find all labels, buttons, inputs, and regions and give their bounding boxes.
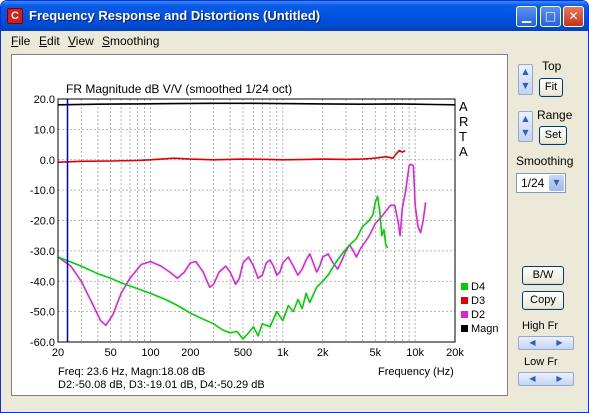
series — [57, 102, 456, 340]
menu-edit[interactable]: Edit — [39, 34, 60, 48]
x-tick-label: 5k — [370, 347, 382, 359]
legend: D4 D3 D2 Magn — [461, 281, 499, 335]
menu-smoothing[interactable]: Smoothing — [102, 34, 160, 48]
spin-up-icon[interactable]: ▲ — [522, 114, 529, 123]
y-tick-label: -10.0 — [30, 185, 55, 197]
y-tick-label: 10.0 — [34, 124, 55, 136]
series-line-d4 — [57, 195, 389, 340]
low-fr-label: Low Fr — [524, 356, 558, 368]
y-tick-label: 20.0 — [34, 94, 55, 106]
plot-panel[interactable]: FR Magnitude dB V/V (smoothed 1/24 oct) … — [11, 54, 508, 396]
spin-left-icon[interactable]: ◀ — [529, 338, 536, 347]
range-label: Range — [537, 108, 573, 122]
series-line-magn — [57, 102, 456, 106]
y-tick-label: -30.0 — [30, 246, 55, 258]
chart-title: FR Magnitude dB V/V (smoothed 1/24 oct) — [66, 82, 292, 96]
high-fr-label: High Fr — [522, 320, 559, 332]
menu-bar: File Edit View Smoothing — [4, 31, 585, 50]
menu-file[interactable]: File — [11, 34, 31, 48]
range-spinner[interactable]: ▲ ▼ — [518, 111, 533, 142]
x-axis: 20 50 100 200 500 1k 2k 5k 10k 20k — [52, 347, 464, 359]
smoothing-value: 1/24 — [521, 176, 545, 190]
spin-left-icon[interactable]: ◀ — [529, 374, 536, 383]
x-tick-label: 20k — [446, 347, 464, 359]
series-line-d2 — [57, 163, 427, 327]
legend-label-d4: D4 — [471, 281, 485, 293]
x-tick-label: 20 — [52, 347, 64, 359]
high-fr-spinner[interactable]: ◀ ▶ — [518, 336, 574, 350]
legend-swatch-d2 — [461, 311, 468, 318]
spin-right-icon[interactable]: ▶ — [556, 338, 563, 347]
y-tick-label: -20.0 — [30, 216, 55, 228]
x-axis-label: Frequency (Hz) — [378, 366, 454, 378]
menu-view[interactable]: View — [68, 34, 94, 48]
smoothing-select[interactable]: 1/24 ▼ — [516, 173, 566, 193]
spin-up-icon[interactable]: ▲ — [522, 67, 529, 76]
x-tick-label: 1k — [277, 347, 289, 359]
legend-swatch-d4 — [461, 283, 468, 290]
smoothing-label: Smoothing — [516, 154, 574, 168]
maximize-button[interactable]: □ — [540, 6, 561, 27]
low-fr-spinner[interactable]: ◀ ▶ — [518, 372, 574, 386]
app-icon[interactable]: C — [7, 8, 23, 24]
x-tick-label: 50 — [105, 347, 117, 359]
spin-down-icon[interactable]: ▼ — [522, 81, 529, 90]
legend-label-magn: Magn — [471, 323, 499, 335]
title-bar[interactable]: C Frequency Response and Distortions (Un… — [1, 1, 588, 31]
x-tick-label: 500 — [234, 347, 252, 359]
watermark-letter: T — [459, 129, 467, 144]
y-tick-label: -60.0 — [30, 337, 55, 349]
fit-button[interactable]: Fit — [539, 78, 563, 97]
close-button[interactable]: ✕ — [563, 6, 584, 27]
grid — [58, 99, 455, 342]
x-tick-label: 2k — [317, 347, 329, 359]
window-title: Frequency Response and Distortions (Unti… — [29, 8, 321, 23]
watermark-letter: A — [459, 144, 468, 159]
readout-line-1: Freq: 23.6 Hz, Magn:18.08 dB — [58, 366, 205, 378]
y-tick-label: -40.0 — [30, 276, 55, 288]
set-button[interactable]: Set — [539, 126, 567, 145]
chevron-down-icon[interactable]: ▼ — [549, 175, 564, 191]
bw-button[interactable]: B/W — [522, 266, 564, 285]
spin-down-icon[interactable]: ▼ — [522, 128, 529, 137]
y-tick-label: -50.0 — [30, 307, 55, 319]
spin-right-icon[interactable]: ▶ — [556, 374, 563, 383]
watermark-letter: R — [459, 114, 468, 129]
readout-line-2: D2:-50.08 dB, D3:-19.01 dB, D4:-50.29 dB — [58, 379, 265, 391]
y-axis: 20.0 10.0 0.0 -10.0 -20.0 -30.0 -40.0 -50.0 -60.… — [30, 94, 55, 349]
x-tick-label: 100 — [141, 347, 159, 359]
series-line-d3 — [57, 149, 406, 163]
watermark-letter: A — [459, 99, 468, 114]
minimize-button[interactable]: ▁ — [516, 6, 537, 27]
y-tick-label: 0.0 — [40, 155, 55, 167]
legend-swatch-magn — [461, 325, 468, 332]
x-tick-label: 10k — [406, 347, 424, 359]
legend-label-d2: D2 — [471, 309, 485, 321]
copy-button[interactable]: Copy — [522, 291, 564, 310]
top-label: Top — [542, 59, 562, 73]
x-tick-label: 200 — [181, 347, 199, 359]
legend-label-d3: D3 — [471, 295, 485, 307]
plot-frame — [57, 98, 456, 343]
client-area: FR Magnitude dB V/V (smoothed 1/24 oct) … — [4, 50, 585, 411]
top-spinner[interactable]: ▲ ▼ — [518, 64, 533, 95]
legend-swatch-d3 — [461, 297, 468, 304]
frequency-response-chart[interactable]: FR Magnitude dB V/V (smoothed 1/24 oct) … — [12, 55, 507, 395]
